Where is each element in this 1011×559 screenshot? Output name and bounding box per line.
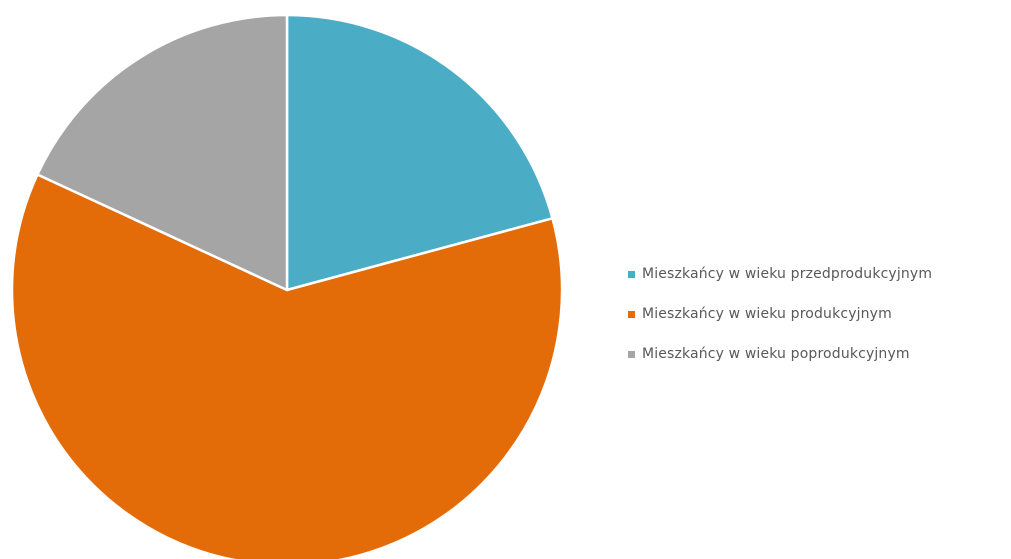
pie-plot-area [10,13,564,559]
legend-item-produkcyjny: Mieszkańcy w wieku produkcyjnym [628,304,932,324]
legend-swatch-poprodukcyjny [628,350,635,358]
pie-slice-przedprodukcyjny [285,13,554,292]
legend-label-produkcyjny: Mieszkańcy w wieku produkcyjnym [642,306,892,322]
pie-slice-produkcyjny [10,173,564,559]
legend-label-poprodukcyjny: Mieszkańcy w wieku poprodukcyjnym [642,346,910,362]
pie-slice-poprodukcyjny [36,13,289,292]
legend-swatch-przedprodukcyjny [628,270,635,278]
legend-swatch-produkcyjny [628,310,635,318]
legend-item-poprodukcyjny: Mieszkańcy w wieku poprodukcyjnym [628,344,932,364]
legend-label-przedprodukcyjny: Mieszkańcy w wieku przedprodukcyjnym [642,266,933,282]
legend-item-przedprodukcyjny: Mieszkańcy w wieku przedprodukcyjnym [628,264,932,284]
legend: Mieszkańcy w wieku przedprodukcyjnym Mie… [628,264,932,384]
